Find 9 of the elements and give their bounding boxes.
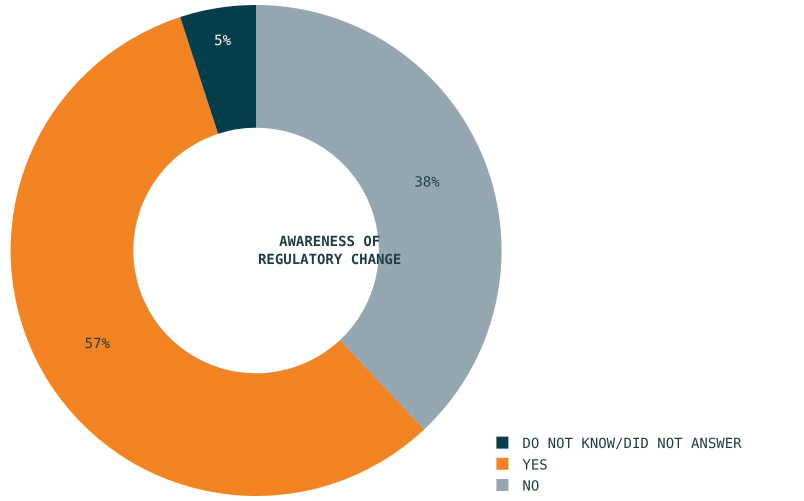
data-label: 57% [84, 336, 111, 352]
legend-label: NO [522, 478, 540, 494]
data-label: 38% [414, 174, 440, 191]
legend-label: YES [522, 457, 548, 474]
donut-slice [180, 5, 256, 134]
data-label: 5% [214, 32, 232, 49]
text: AWARENESS OF REGULATORY CHANGE [258, 234, 402, 268]
donut-slice [256, 5, 502, 430]
legend-label: DO NOT KNOW/DID NOT ANSWER [522, 436, 742, 452]
